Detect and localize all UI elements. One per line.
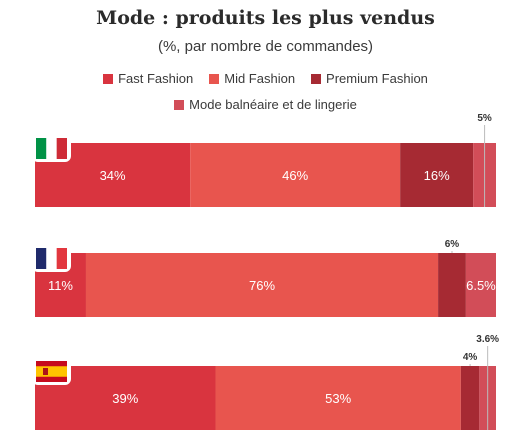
legend-item-mid-fashion: Mid Fashion — [209, 71, 295, 86]
bar-segment-italy-flag-2 — [400, 143, 474, 207]
flag-spain-flag — [32, 358, 71, 385]
legend-swatch-fast-fashion — [103, 73, 114, 84]
bar-value-label: 34% — [100, 168, 126, 183]
flag-stripe — [46, 138, 57, 159]
flag-stripe — [36, 248, 47, 269]
flag-france-flag — [32, 245, 71, 272]
legend-label-premium-fashion: Premium Fashion — [326, 71, 428, 86]
bar-value-label: 5% — [477, 113, 492, 124]
bar-value-label: 6% — [445, 239, 460, 250]
bar-value-label: 16% — [424, 168, 450, 183]
bar-value-label: 76% — [249, 278, 275, 293]
bar-segment-spain-flag-2 — [460, 366, 480, 430]
bar-value-label: 11% — [48, 278, 73, 293]
bar-value-label: 4% — [463, 352, 478, 363]
bar-segment-france-flag-1 — [85, 253, 439, 317]
bar-value-label: 6.5% — [466, 278, 496, 293]
flag-emblem — [43, 368, 48, 375]
legend-label-mid-fashion: Mid Fashion — [224, 71, 296, 86]
flag-stripe — [56, 138, 67, 159]
bar-segment-italy-flag-1 — [190, 143, 401, 207]
legend-row-2: Mode balnéaire et de lingerie — [0, 97, 531, 112]
bar-value-label: 3.6% — [476, 334, 499, 345]
bar-value-label: 46% — [282, 168, 308, 183]
bar-value-label: 53% — [325, 391, 351, 406]
flag-stripe — [36, 366, 67, 377]
bar-value-label: 39% — [112, 391, 138, 406]
flag-italy-flag — [32, 135, 71, 162]
chart-title: Mode : produits les plus vendus — [96, 7, 435, 29]
flag-stripe — [46, 248, 57, 269]
legend-row-1: Fast Fashion Mid Fashion Premium Fashion — [0, 71, 531, 86]
bar-segment-spain-flag-1 — [215, 366, 461, 430]
legend-item-premium-fashion: Premium Fashion — [311, 71, 428, 86]
chart-subtitle: (%, par nombre de commandes) — [157, 38, 374, 55]
bar-segment-france-flag-2 — [438, 253, 466, 317]
legend-item-fast-fashion: Fast Fashion — [103, 71, 193, 86]
bar-segment-france-flag-3 — [465, 253, 496, 317]
legend-label-fast-fashion: Fast Fashion — [118, 71, 194, 86]
legend-item-mode-balneaire: Mode balnéaire et de lingerie — [174, 97, 357, 112]
flag-stripe — [56, 248, 67, 269]
legend-swatch-mode-balneaire — [174, 99, 185, 110]
legend-label-mode-balneaire: Mode balnéaire et de lingerie — [189, 97, 357, 112]
legend-swatch-premium-fashion — [311, 73, 322, 84]
flag-stripe — [36, 138, 47, 159]
legend-swatch-mid-fashion — [209, 73, 220, 84]
